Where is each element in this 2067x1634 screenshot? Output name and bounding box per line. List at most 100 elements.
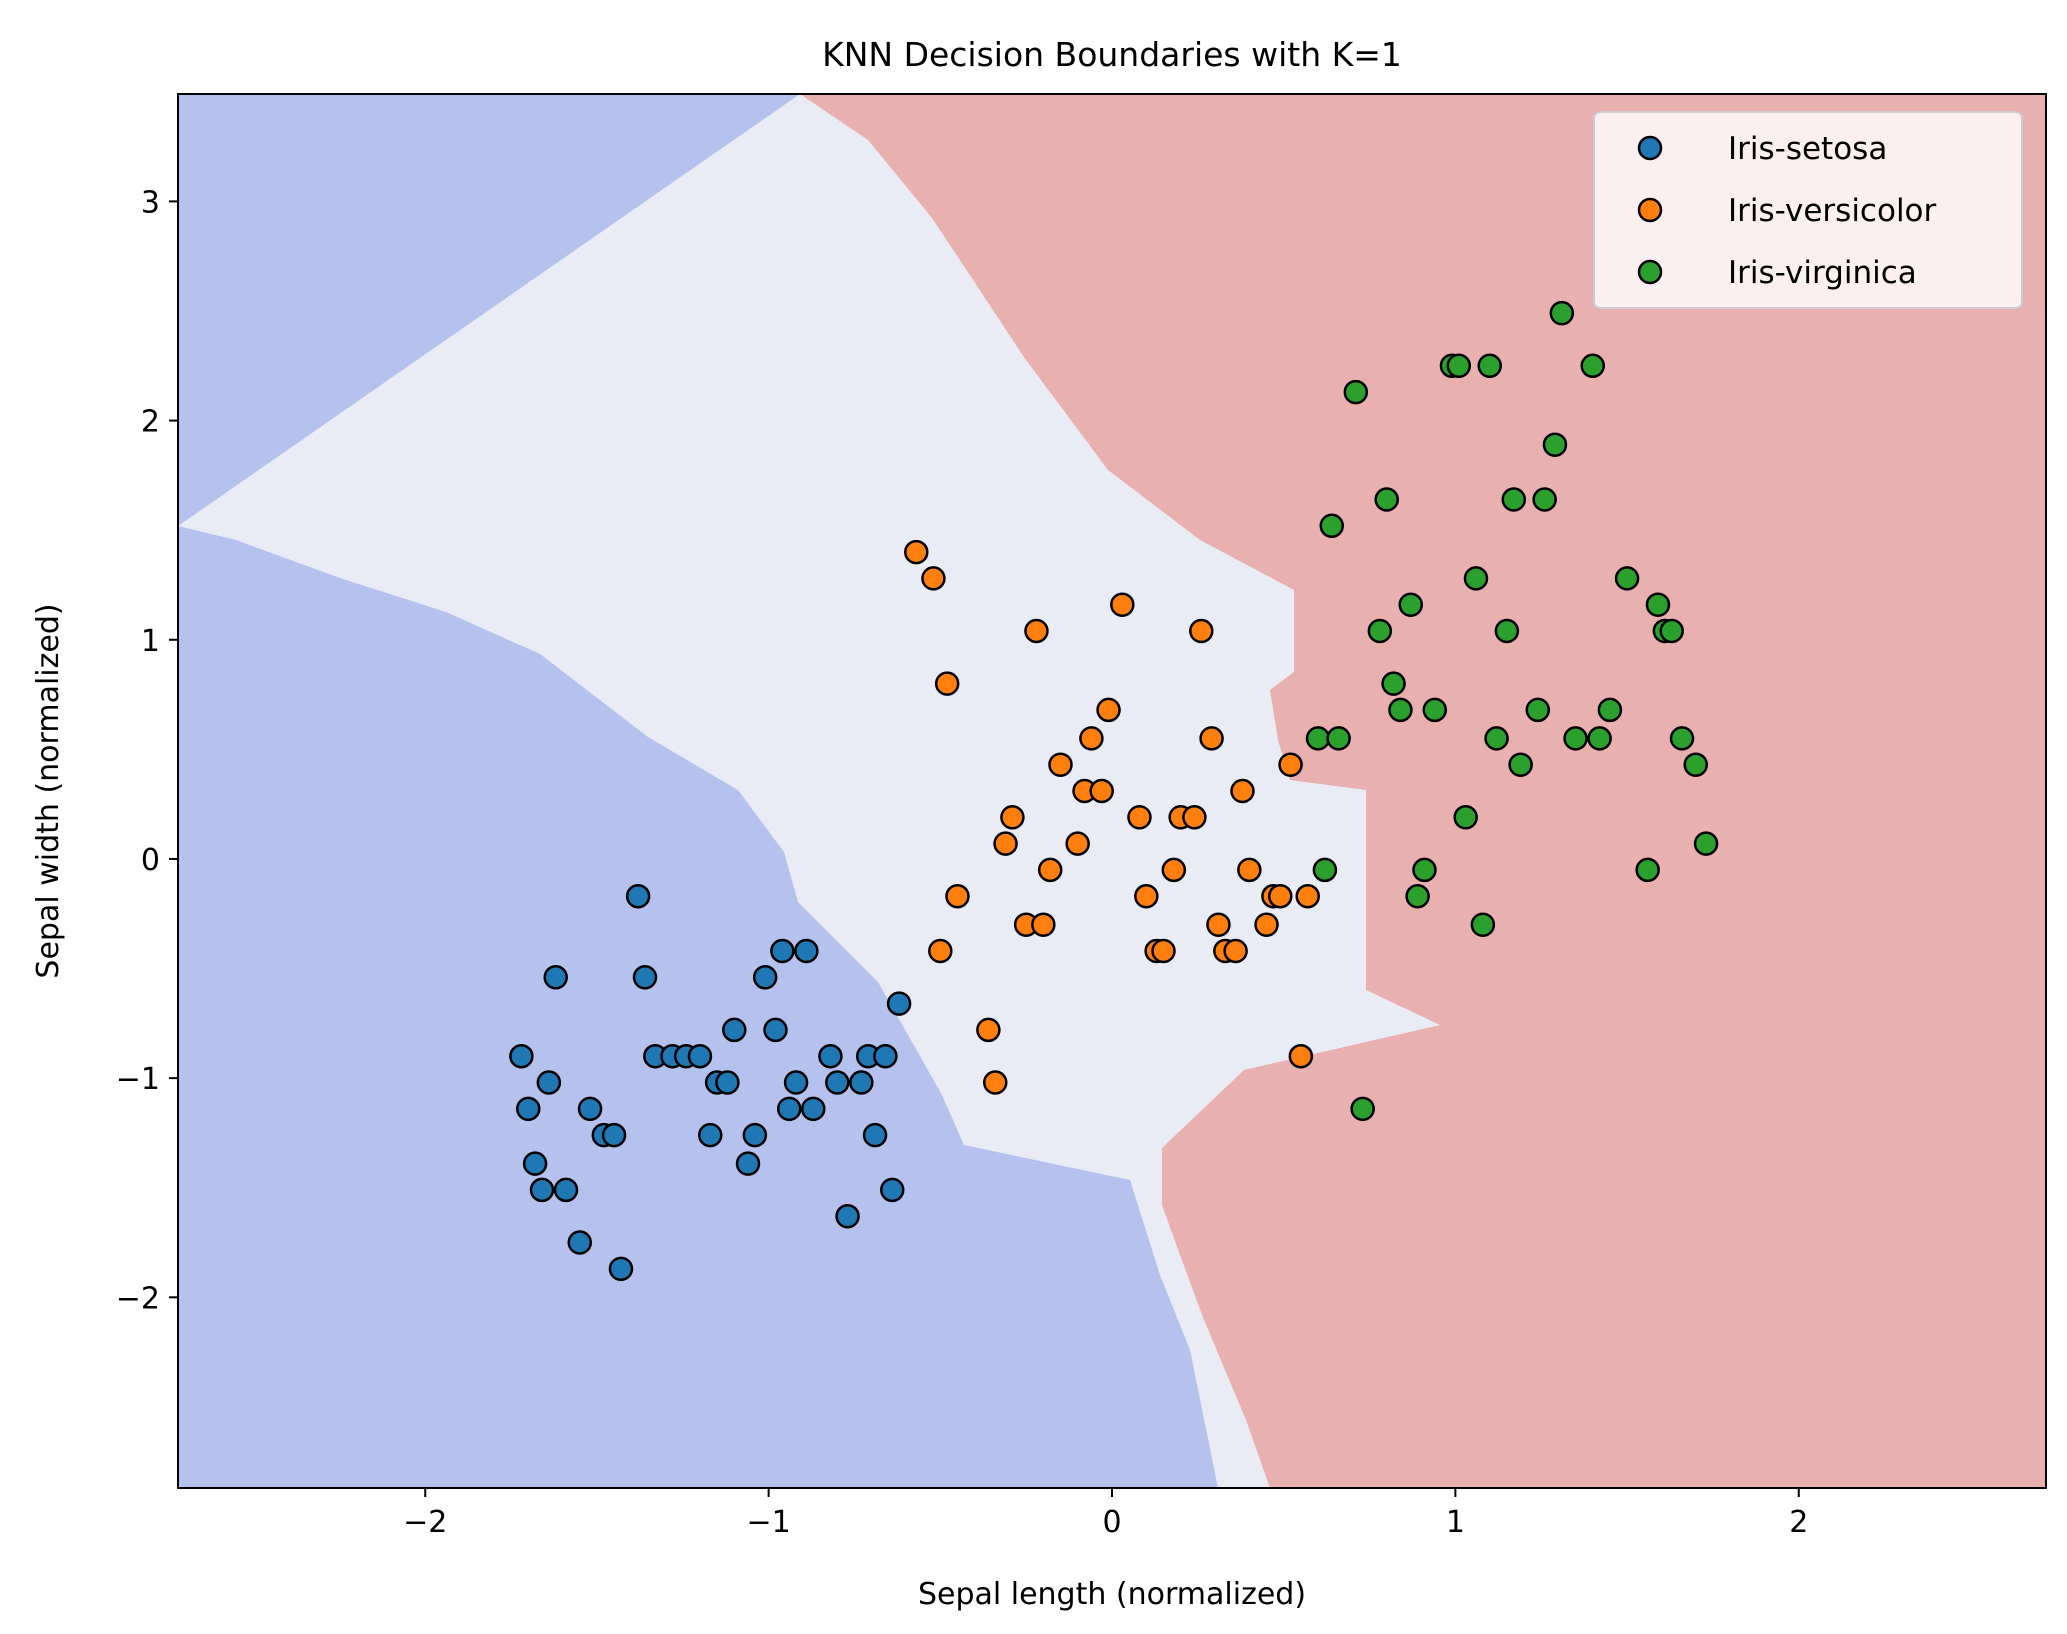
y-axis-label: Sepal width (normalized): [31, 603, 66, 978]
x-tick-label: 2: [1789, 1505, 1808, 1540]
x-tick-label: 0: [1102, 1505, 1121, 1540]
data-point-iris-versicolor-24: [1161, 857, 1187, 883]
data-point-iris-virginica-4: [1343, 379, 1369, 405]
data-point-iris-virginica-37: [1669, 726, 1695, 751]
data-point-iris-virginica-39: [1693, 831, 1719, 856]
data-point-iris-virginica-30: [1587, 726, 1612, 751]
data-point-iris-versicolor-37: [1278, 752, 1303, 777]
data-point-iris-virginica-32: [1614, 566, 1640, 591]
data-point-iris-versicolor-38: [1288, 1043, 1314, 1069]
data-point-iris-virginica-10: [1398, 592, 1423, 617]
data-point-iris-versicolor-21: [1134, 883, 1159, 909]
data-point-iris-versicolor-18: [1096, 697, 1121, 723]
data-point-iris-virginica-11: [1405, 883, 1430, 909]
data-point-iris-virginica-31: [1597, 697, 1623, 723]
data-point-iris-virginica-22: [1501, 487, 1527, 512]
data-point-iris-versicolor-14: [1065, 831, 1090, 856]
data-point-iris-setosa-24: [752, 965, 778, 990]
data-point-iris-versicolor-20: [1127, 805, 1152, 830]
data-point-iris-virginica-28: [1563, 726, 1588, 751]
data-point-iris-versicolor-39: [1295, 883, 1320, 909]
data-point-iris-versicolor-8: [1000, 805, 1025, 830]
data-point-iris-setosa-29: [794, 938, 819, 964]
legend-label-iris-virginica: Iris-virginica: [1728, 255, 1917, 291]
y-tick-label: 1: [141, 624, 160, 659]
data-point-iris-virginica-17: [1463, 566, 1489, 591]
data-point-iris-versicolor-2: [928, 938, 953, 964]
data-point-iris-versicolor-17: [1089, 778, 1114, 804]
data-point-iris-virginica-16: [1453, 805, 1478, 830]
data-point-iris-virginica-0: [1305, 726, 1331, 751]
data-point-iris-virginica-24: [1525, 697, 1551, 723]
data-point-iris-versicolor-31: [1223, 938, 1248, 964]
data-point-iris-setosa-34: [849, 1070, 874, 1095]
chart-title: KNN Decision Boundaries with K=1: [822, 35, 1402, 74]
data-point-iris-setosa-12: [625, 883, 651, 909]
data-point-iris-setosa-23: [742, 1122, 768, 1148]
data-point-iris-setosa-6: [553, 1177, 579, 1203]
data-point-iris-versicolor-12: [1037, 857, 1063, 883]
data-point-iris-virginica-6: [1367, 618, 1393, 644]
data-point-iris-versicolor-26: [1182, 805, 1207, 830]
x-tick-label: 1: [1446, 1505, 1465, 1540]
data-point-iris-setosa-8: [577, 1096, 603, 1122]
data-point-iris-virginica-33: [1635, 857, 1660, 883]
y-tick-label: 2: [141, 405, 160, 440]
scatter-points: [509, 300, 1719, 1282]
data-point-iris-setosa-33: [835, 1203, 860, 1229]
data-point-iris-setosa-10: [601, 1122, 627, 1148]
data-point-iris-versicolor-13: [1048, 752, 1073, 777]
data-point-iris-virginica-38: [1683, 752, 1708, 777]
data-point-iris-versicolor-0: [904, 539, 929, 565]
data-point-iris-virginica-19: [1477, 353, 1502, 379]
data-point-iris-virginica-23: [1508, 752, 1533, 777]
data-point-iris-setosa-36: [862, 1122, 888, 1148]
data-point-iris-virginica-8: [1381, 671, 1406, 696]
data-point-iris-versicolor-5: [976, 1017, 1001, 1043]
data-point-iris-virginica-25: [1532, 487, 1557, 512]
data-point-iris-versicolor-29: [1206, 912, 1231, 937]
data-point-iris-versicolor-4: [945, 883, 970, 909]
data-point-iris-virginica-1: [1312, 857, 1338, 883]
data-point-iris-setosa-31: [818, 1043, 843, 1069]
data-point-iris-setosa-22: [735, 1151, 761, 1176]
data-point-iris-versicolor-23: [1151, 938, 1176, 964]
data-point-iris-setosa-7: [567, 1230, 593, 1255]
data-point-iris-versicolor-33: [1237, 857, 1262, 883]
y-tick-label: 0: [141, 843, 160, 878]
data-point-iris-virginica-9: [1388, 697, 1413, 723]
data-point-iris-virginica-18: [1470, 912, 1496, 937]
data-point-iris-virginica-12: [1412, 857, 1437, 883]
data-point-iris-virginica-36: [1659, 618, 1684, 644]
data-point-iris-virginica-26: [1542, 432, 1568, 457]
data-point-iris-versicolor-16: [1079, 726, 1104, 751]
data-point-iris-versicolor-11: [1031, 912, 1056, 937]
legend-marker-iris-setosa: [1637, 135, 1663, 161]
legend-label-iris-setosa: Iris-setosa: [1728, 131, 1887, 167]
data-point-iris-setosa-27: [776, 1096, 802, 1122]
data-point-iris-setosa-5: [543, 965, 568, 990]
data-point-iris-versicolor-32: [1230, 778, 1255, 804]
y-tick-label: −1: [116, 1062, 160, 1097]
data-point-iris-setosa-28: [783, 1070, 809, 1095]
data-point-iris-virginica-2: [1319, 513, 1345, 539]
legend-label-iris-versicolor: Iris-versicolor: [1728, 193, 1937, 229]
data-point-iris-setosa-32: [825, 1070, 850, 1095]
y-tick-label: −2: [116, 1281, 160, 1316]
data-point-iris-setosa-20: [715, 1070, 740, 1095]
y-axis-ticks: −2 −1 0 1 2 3: [116, 185, 178, 1316]
data-point-iris-versicolor-6: [983, 1070, 1008, 1095]
data-point-iris-setosa-11: [608, 1256, 634, 1282]
data-point-iris-versicolor-7: [993, 831, 1018, 856]
data-point-iris-virginica-29: [1580, 353, 1605, 379]
legend-box: [1593, 111, 2023, 309]
x-axis-ticks: −2 −1 0 1 2: [403, 1488, 1808, 1540]
data-point-iris-virginica-20: [1484, 726, 1509, 751]
legend-marker-iris-versicolor: [1637, 197, 1663, 223]
data-point-iris-virginica-5: [1350, 1096, 1375, 1122]
data-point-iris-setosa-26: [770, 938, 795, 964]
data-point-iris-versicolor-3: [934, 671, 960, 696]
data-point-iris-setosa-25: [763, 1017, 788, 1043]
data-point-iris-setosa-38: [879, 1177, 905, 1203]
